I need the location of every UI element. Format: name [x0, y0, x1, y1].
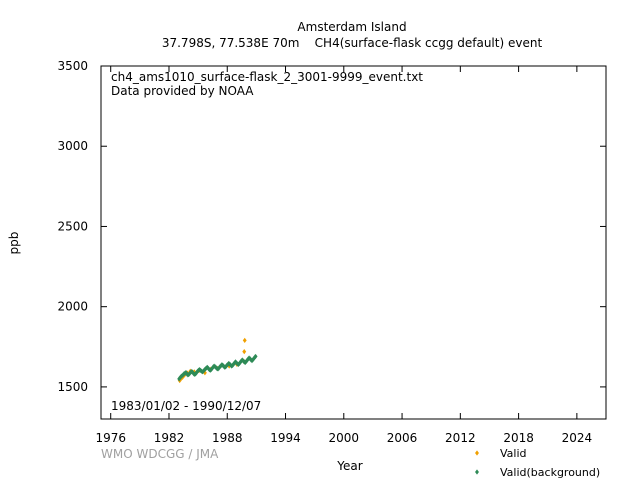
axis-ticks: 1976 1982 1988 1994 2000 2006 2012 2018 2024 1500… — [57, 59, 606, 445]
y-tick-label: 1500 — [57, 380, 88, 394]
y-axis-label: ppb — [7, 232, 21, 255]
x-tick-label: 2012 — [445, 431, 476, 445]
valid-point — [242, 349, 247, 355]
legend-marker — [475, 450, 479, 456]
chart-title: Amsterdam Island — [297, 20, 406, 34]
background-point — [184, 369, 188, 376]
x-tick-label: 1976 — [95, 431, 126, 445]
x-tick-label: 2018 — [503, 431, 534, 445]
legend-marker — [475, 469, 479, 475]
y-tick-label: 3500 — [57, 59, 88, 73]
valid-point — [242, 337, 247, 343]
y-tick-label: 2000 — [57, 300, 88, 314]
y-tick-label: 2500 — [57, 219, 88, 233]
x-tick-label: 1982 — [154, 431, 185, 445]
legend-label: Valid(background) — [500, 466, 600, 479]
credit-label: WMO WDCGG / JMA — [101, 447, 219, 461]
legend-label: Valid — [500, 447, 527, 460]
y-tick-label: 3000 — [57, 139, 88, 153]
file-label: ch4_ams1010_surface-flask_2_3001-9999_ev… — [111, 70, 423, 84]
plot-frame — [100, 65, 607, 420]
legend: Valid Valid(background) — [475, 447, 600, 479]
x-tick-label: 1994 — [270, 431, 301, 445]
x-axis-label: Year — [336, 459, 362, 473]
data-points — [177, 337, 258, 384]
provider-label: Data provided by NOAA — [111, 84, 254, 98]
x-tick-label: 2000 — [329, 431, 360, 445]
chart-subtitle: 37.798S, 77.538E 70m CH4(surface-flask c… — [162, 36, 543, 50]
background-point — [253, 353, 258, 360]
x-tick-label: 2006 — [387, 431, 418, 445]
valid-point — [202, 370, 207, 376]
x-tick-label: 1988 — [212, 431, 243, 445]
date-range-label: 1983/01/02 - 1990/12/07 — [111, 399, 261, 413]
x-tick-label: 2024 — [562, 431, 593, 445]
